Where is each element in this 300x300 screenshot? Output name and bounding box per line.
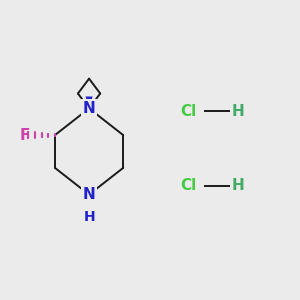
- Text: N: N: [83, 101, 95, 116]
- Text: Cl: Cl: [181, 178, 197, 193]
- Text: F: F: [20, 128, 30, 142]
- Polygon shape: [85, 97, 93, 108]
- Text: H: H: [231, 104, 244, 119]
- Text: Cl: Cl: [181, 104, 197, 119]
- Text: N: N: [83, 187, 95, 202]
- Text: H: H: [231, 178, 244, 193]
- Text: H: H: [83, 210, 95, 224]
